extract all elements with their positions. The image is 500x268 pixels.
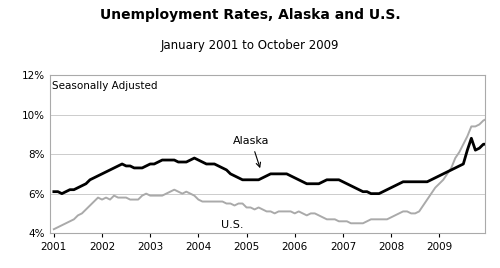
Text: Unemployment Rates, Alaska and U.S.: Unemployment Rates, Alaska and U.S. <box>100 8 401 22</box>
Text: U.S.: U.S. <box>221 220 244 230</box>
Text: Alaska: Alaska <box>233 136 270 167</box>
Text: January 2001 to October 2009: January 2001 to October 2009 <box>161 39 339 52</box>
Text: Seasonally Adjusted: Seasonally Adjusted <box>52 81 158 91</box>
